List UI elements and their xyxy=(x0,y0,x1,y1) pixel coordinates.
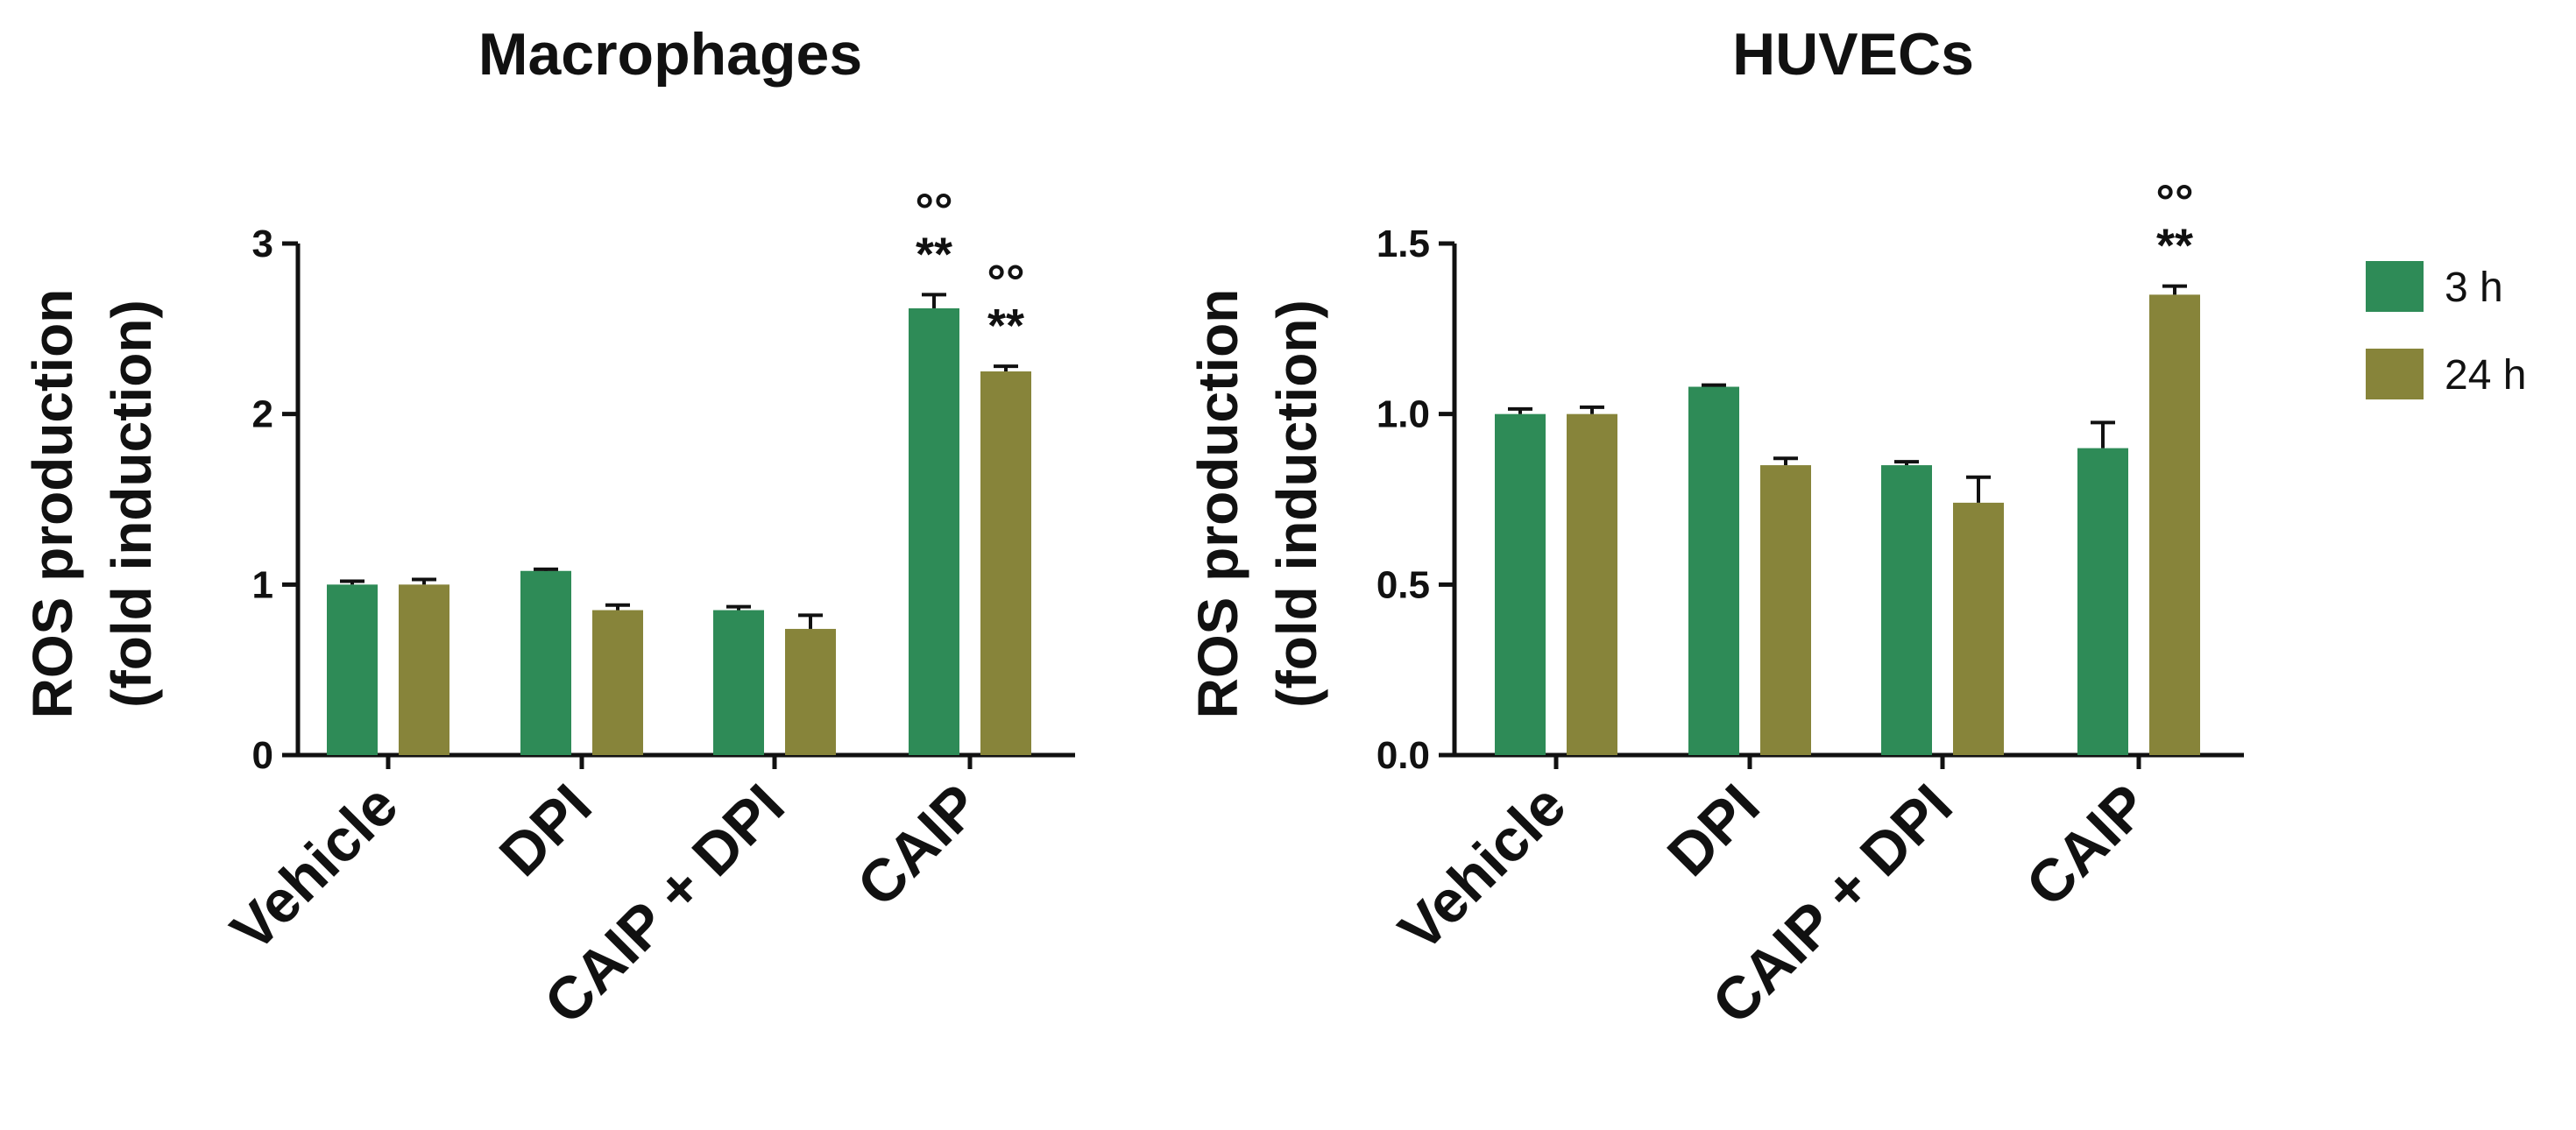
y-axis-label: ROS production xyxy=(1186,289,1249,719)
y-axis-label-line2: (fold induction) xyxy=(100,300,163,708)
y-tick-label: 3 xyxy=(252,222,273,265)
y-tick-label: 0.5 xyxy=(1376,563,1430,606)
category-label-dpi: DPI xyxy=(487,772,605,889)
chart-macrophages: Macrophages ROS production (fold induction… xyxy=(21,21,1075,1037)
bar-vehicle-24-h xyxy=(1567,413,1617,755)
y-tick-label: 1.0 xyxy=(1376,393,1430,436)
bar-dpi-3-h xyxy=(520,570,571,755)
bar-vehicle-3-h xyxy=(327,584,378,755)
legend-swatch-3-h xyxy=(2366,261,2424,312)
category-label-dpi: DPI xyxy=(1655,772,1773,889)
y-tick-label: 1 xyxy=(252,563,273,606)
y-tick-label: 2 xyxy=(252,393,273,436)
bar-dpi-24-h xyxy=(1760,465,1811,755)
bar-dpi-24-h xyxy=(592,610,643,755)
y-tick-label: 0.0 xyxy=(1376,734,1430,777)
y-axis-label-line2: (fold induction) xyxy=(1265,300,1328,708)
category-label-vehicle: Vehicle xyxy=(1386,772,1578,964)
chart-title: HUVECs xyxy=(1732,21,1974,88)
bar-dpi-3-h xyxy=(1688,386,1739,755)
legend-label-3-h: 3 h xyxy=(2445,265,2503,311)
significance-stars: ** xyxy=(2156,220,2193,272)
category-label-caip: CAIP xyxy=(845,772,993,920)
bar-caip-dpi-24-h xyxy=(785,628,836,755)
legend-swatch-24-h xyxy=(2366,349,2424,399)
bar-caip-3-h xyxy=(2077,448,2128,755)
bar-caip-24-h xyxy=(2149,294,2200,755)
bar-vehicle-24-h xyxy=(399,584,449,755)
bar-caip-3-h xyxy=(909,307,959,755)
category-label-vehicle: Vehicle xyxy=(218,772,410,964)
bar-caip-dpi-3-h xyxy=(1881,465,1932,755)
chart-title: Macrophages xyxy=(478,21,862,88)
y-axis-label: ROS production xyxy=(21,289,84,719)
legend: 3 h 24 h xyxy=(2366,261,2526,399)
bar-vehicle-3-h xyxy=(1495,413,1546,755)
significance-stars: ** xyxy=(916,228,952,280)
chart-huvecs: HUVECs ROS production (fold induction) 0.0 0… xyxy=(1186,21,2244,1037)
category-label-caip: CAIP xyxy=(2013,772,2162,920)
y-tick-label: 0 xyxy=(252,734,273,777)
significance-circles: °° xyxy=(915,184,952,237)
significance-circles: °° xyxy=(987,256,1024,308)
legend-label-24-h: 24 h xyxy=(2445,352,2526,399)
significance-circles: °° xyxy=(2155,176,2193,229)
significance-stars: ** xyxy=(987,300,1024,352)
bar-caip-24-h xyxy=(980,371,1031,755)
bar-caip-dpi-24-h xyxy=(1953,502,2004,755)
y-tick-label: 1.5 xyxy=(1376,222,1430,265)
bar-caip-dpi-3-h xyxy=(713,610,764,755)
